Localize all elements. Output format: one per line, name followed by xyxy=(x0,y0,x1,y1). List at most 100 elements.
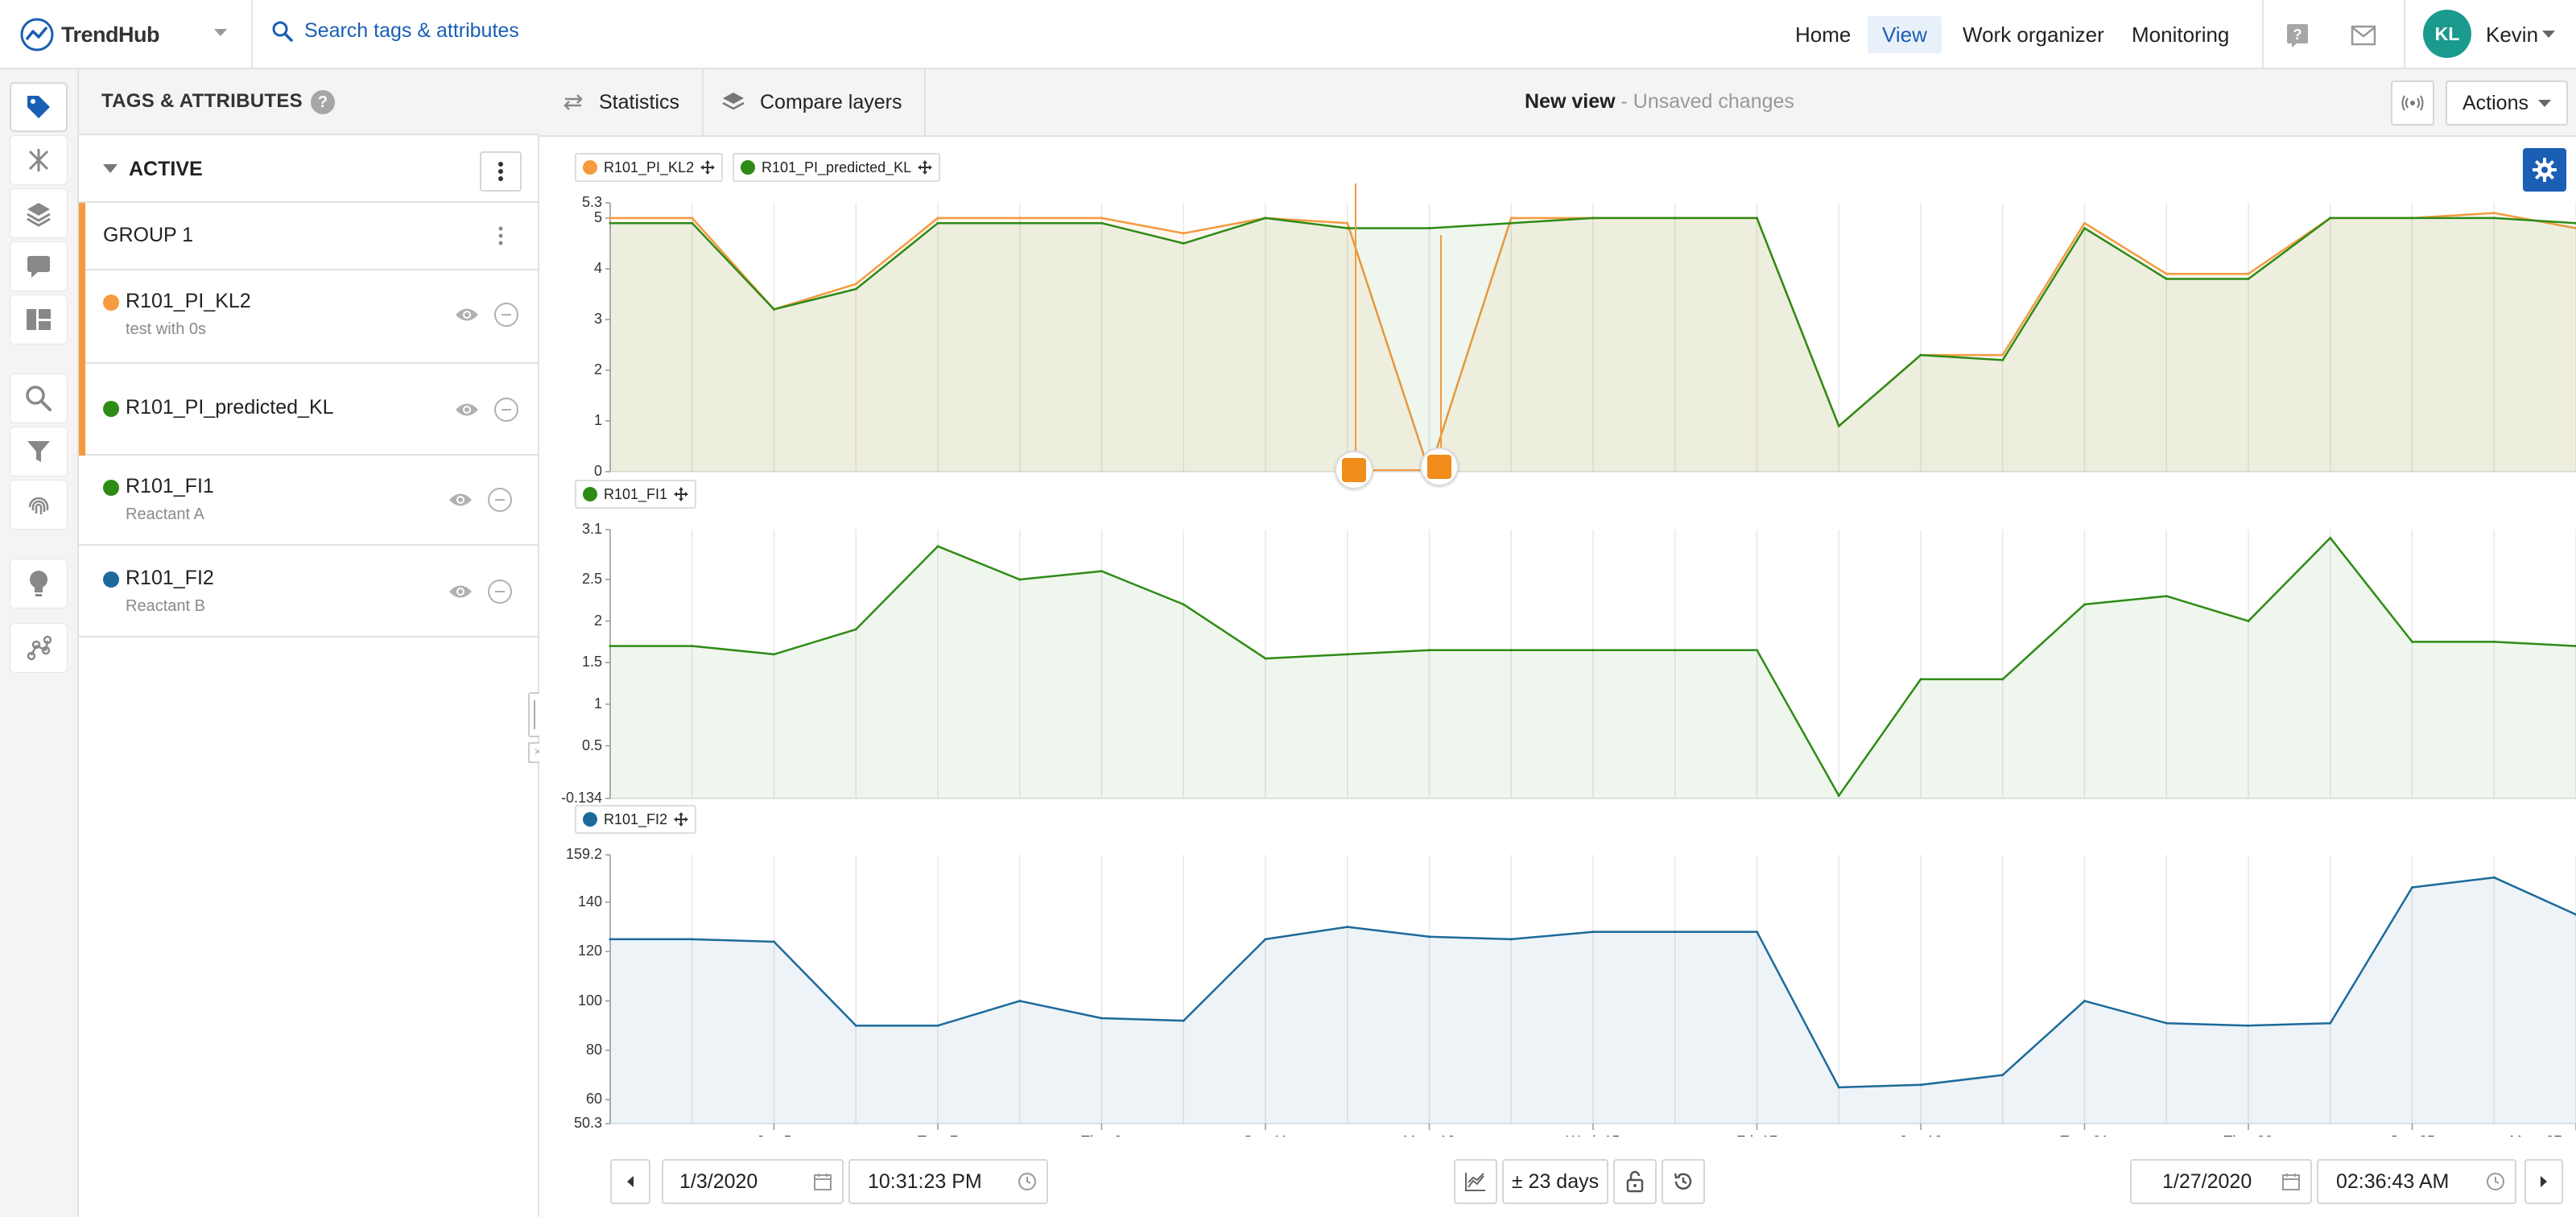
calculations-tool-button[interactable] xyxy=(10,135,68,185)
statistics-button[interactable]: Statistics xyxy=(539,69,704,135)
group-header[interactable]: GROUP 1 xyxy=(85,203,539,270)
data-point xyxy=(1264,217,1267,220)
search-tool-button[interactable] xyxy=(10,373,68,423)
data-point xyxy=(2329,536,2332,539)
start-date-input[interactable]: 1/3/2020 xyxy=(662,1159,844,1204)
messages-button[interactable] xyxy=(2347,19,2380,52)
tag-row[interactable]: R101_PI_KL2 test with 0s xyxy=(85,270,539,364)
data-point xyxy=(1756,649,1758,652)
tag-row[interactable]: R101_FI1 Reactant A xyxy=(79,456,539,546)
move-icon[interactable] xyxy=(700,160,716,175)
legend-chip[interactable]: R101_PI_KL2 xyxy=(575,153,724,182)
nav-monitoring[interactable]: Monitoring xyxy=(2132,23,2230,47)
gear-icon xyxy=(2533,158,2557,182)
step-back-button[interactable] xyxy=(610,1159,650,1204)
layers-tool-button[interactable] xyxy=(10,188,68,238)
compare-layers-button[interactable]: Compare layers xyxy=(699,69,927,135)
end-date-input[interactable]: 1/27/2020 xyxy=(2130,1159,2312,1204)
magnifier-icon xyxy=(26,386,52,411)
actions-menu[interactable]: Actions xyxy=(2446,80,2568,126)
series-area xyxy=(610,538,2576,798)
active-section-header[interactable]: ACTIVE xyxy=(79,137,539,203)
collapse-caret-icon[interactable] xyxy=(103,164,118,173)
eye-icon[interactable] xyxy=(448,583,473,600)
remove-tag-icon[interactable] xyxy=(494,303,518,327)
end-time-value: 02:36:43 AM xyxy=(2336,1170,2450,1193)
panel-help-icon[interactable]: ? xyxy=(311,90,335,114)
move-icon[interactable] xyxy=(674,812,689,827)
active-section-label: ACTIVE xyxy=(129,158,203,180)
data-point xyxy=(609,938,612,941)
start-time-input[interactable]: 10:31:23 PM xyxy=(848,1159,1048,1204)
section-menu-button[interactable] xyxy=(480,151,522,192)
data-point xyxy=(2247,272,2250,275)
nav-work-organizer[interactable]: Work organizer xyxy=(1963,23,2104,47)
app-logo[interactable]: TrendHub xyxy=(19,14,160,55)
nav-home[interactable]: Home xyxy=(1795,23,1852,47)
y-tick-label: 4 xyxy=(593,259,602,276)
legend-chip[interactable]: R101_FI2 xyxy=(575,805,697,834)
app-menu-caret-icon[interactable] xyxy=(214,29,227,36)
actions-label: Actions xyxy=(2462,91,2529,114)
network-tool-button[interactable] xyxy=(10,623,68,673)
annotations-tool-button[interactable] xyxy=(10,241,68,291)
user-name[interactable]: Kevin xyxy=(2486,23,2539,47)
view-name[interactable]: New view xyxy=(1525,90,1616,113)
data-point xyxy=(691,217,694,220)
step-forward-button[interactable] xyxy=(2524,1159,2563,1204)
remove-tag-icon[interactable] xyxy=(494,398,518,422)
data-point xyxy=(609,221,612,225)
filter-icon xyxy=(27,441,50,462)
search-input[interactable]: Search tags & attributes xyxy=(272,19,519,43)
data-point xyxy=(2083,603,2086,606)
capsule-marker-end[interactable] xyxy=(1420,448,1459,486)
data-point xyxy=(1182,1019,1185,1022)
move-icon[interactable] xyxy=(918,160,933,175)
remove-tag-icon[interactable] xyxy=(488,580,512,604)
tags-tool-button[interactable] xyxy=(10,82,68,132)
tag-row[interactable]: R101_PI_predicted_KL xyxy=(85,364,539,456)
chart-type-button[interactable] xyxy=(1454,1159,1497,1204)
insights-tool-button[interactable] xyxy=(10,559,68,608)
range-duration-input[interactable]: ± 23 days xyxy=(1502,1159,1608,1204)
capsule-icon xyxy=(1427,455,1451,479)
group-menu-icon[interactable] xyxy=(497,225,504,246)
lock-range-button[interactable] xyxy=(1613,1159,1657,1204)
data-point xyxy=(2083,1000,2086,1003)
data-point xyxy=(2411,885,2413,889)
legend-color-dot xyxy=(741,160,755,175)
data-point xyxy=(936,1024,939,1027)
tag-row[interactable]: R101_FI2 Reactant B xyxy=(79,547,539,637)
remove-tag-icon[interactable] xyxy=(488,488,512,512)
dashboard-tool-button[interactable] xyxy=(10,295,68,344)
filter-tool-button[interactable] xyxy=(10,427,68,476)
live-mode-button[interactable] xyxy=(2391,80,2434,126)
data-point xyxy=(2083,227,2086,230)
fingerprint-icon xyxy=(28,497,49,514)
end-time-input[interactable]: 02:36:43 AM xyxy=(2317,1159,2516,1204)
data-point xyxy=(1837,424,1840,427)
eye-icon[interactable] xyxy=(448,491,473,509)
capsule-icon xyxy=(1342,458,1366,482)
avatar[interactable]: KL xyxy=(2423,10,2471,58)
data-point xyxy=(1346,221,1349,225)
legend-chip[interactable]: R101_PI_predicted_KL xyxy=(733,153,941,182)
help-button[interactable]: ? xyxy=(2281,19,2314,52)
nav-view[interactable]: View xyxy=(1868,16,1942,53)
capsule-marker-start[interactable] xyxy=(1335,451,1373,489)
search-placeholder: Search tags & attributes xyxy=(304,19,519,42)
trend-charts[interactable] xyxy=(539,138,2576,1137)
user-menu-caret-icon[interactable] xyxy=(2542,31,2555,38)
eye-icon[interactable] xyxy=(454,401,480,419)
calendar-icon xyxy=(2282,1174,2300,1190)
data-point xyxy=(1428,935,1430,939)
move-icon[interactable] xyxy=(674,487,689,501)
y-tick-label: 3.1 xyxy=(581,521,602,537)
comment-icon xyxy=(27,256,50,278)
history-button[interactable] xyxy=(1662,1159,1705,1204)
legend-chip[interactable]: R101_FI1 xyxy=(575,480,697,509)
fingerprint-tool-button[interactable] xyxy=(10,480,68,530)
eye-icon[interactable] xyxy=(454,306,480,324)
y-tick-label: 1 xyxy=(593,695,602,712)
chart-settings-button[interactable] xyxy=(2523,148,2566,192)
